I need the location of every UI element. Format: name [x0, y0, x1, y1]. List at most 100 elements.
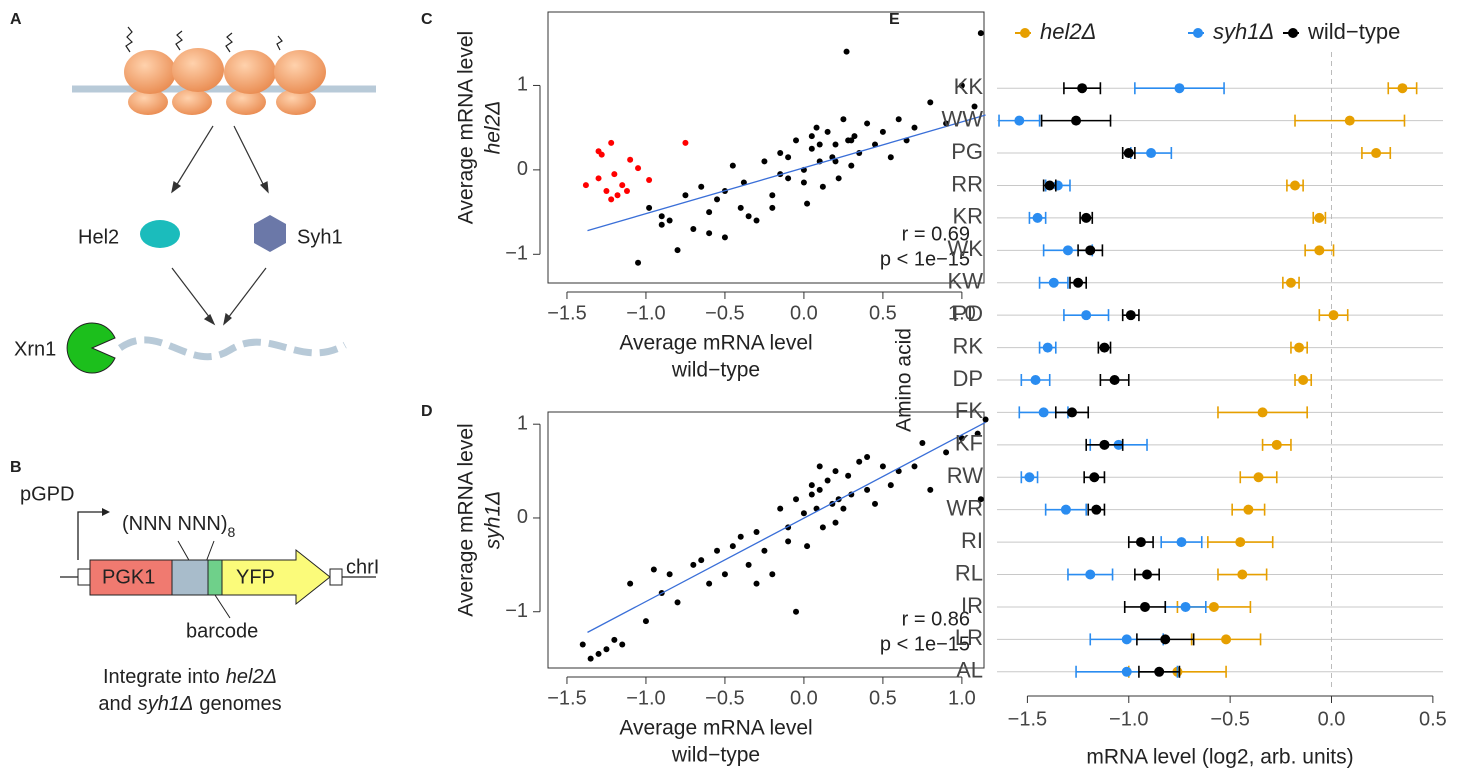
point	[974, 430, 981, 437]
point	[623, 187, 630, 194]
point	[603, 187, 610, 194]
point	[1038, 407, 1049, 418]
insert-text: (NNN NNN)	[122, 513, 228, 535]
panel-label: A	[10, 11, 22, 28]
point	[943, 120, 950, 127]
point	[1099, 342, 1110, 353]
point	[785, 538, 792, 545]
annotation: p < 1e−15	[880, 633, 970, 655]
x-tick-label: 0.5	[1419, 708, 1447, 730]
point	[1285, 277, 1296, 288]
category-label: PD	[952, 301, 983, 326]
point	[919, 439, 926, 446]
point	[608, 139, 615, 146]
category-label: KK	[954, 74, 984, 99]
point	[887, 154, 894, 161]
point	[646, 177, 653, 184]
y-tick-label: 1	[517, 412, 528, 434]
promoter-label: pGPD	[20, 483, 74, 505]
point	[1123, 148, 1134, 159]
xrn1-icon	[66, 322, 116, 374]
pgk1-box	[89, 559, 173, 596]
y-tick-label: 1	[517, 74, 528, 96]
x-tick-label: 0.5	[869, 302, 897, 324]
point	[608, 196, 615, 203]
point	[824, 128, 831, 135]
protein-label: Xrn1	[14, 338, 56, 360]
point	[1397, 83, 1408, 94]
point	[848, 137, 855, 144]
fit-line	[587, 421, 986, 633]
point	[824, 477, 831, 484]
category-label: PG	[951, 139, 983, 164]
point	[646, 204, 653, 211]
point	[635, 259, 642, 266]
point	[714, 196, 721, 203]
category-label: RK	[952, 333, 983, 358]
syh1-icon	[254, 215, 286, 252]
point	[769, 192, 776, 199]
category-label: RL	[955, 560, 983, 585]
point	[682, 192, 689, 199]
caption-text: genomes	[199, 693, 281, 715]
point	[1135, 537, 1146, 548]
point	[666, 571, 673, 578]
point	[1042, 342, 1053, 353]
point	[1030, 375, 1041, 385]
y-tick-label: −1	[505, 600, 528, 622]
y-tick-label: 0	[517, 506, 528, 528]
yfp-arrow	[221, 548, 331, 606]
point	[808, 491, 815, 498]
point	[1314, 212, 1325, 223]
point	[804, 543, 811, 550]
y-axis-title: hel2Δ	[482, 101, 505, 155]
annotation: r = 0.69	[902, 223, 970, 245]
point	[816, 141, 823, 148]
point	[840, 505, 847, 512]
point	[635, 165, 642, 172]
point	[777, 149, 784, 156]
point	[808, 482, 815, 489]
point	[658, 213, 665, 220]
legend-label: wild−type	[1307, 19, 1400, 44]
point	[1257, 407, 1268, 418]
point	[619, 641, 626, 648]
point	[579, 641, 586, 648]
y-tick-label: −1	[505, 243, 528, 265]
pointer	[205, 540, 215, 563]
y-axis-title: Amino acid	[893, 328, 916, 432]
legend-label: hel2Δ	[1040, 19, 1096, 44]
point	[1044, 180, 1055, 191]
point	[864, 454, 871, 461]
x-tick-label: 0.5	[869, 687, 897, 709]
point	[911, 124, 918, 131]
point	[769, 571, 776, 578]
point	[1176, 537, 1187, 548]
point	[721, 234, 728, 241]
point	[582, 182, 589, 189]
insert-subscript: 8	[228, 524, 236, 540]
point	[595, 175, 602, 182]
point	[1085, 569, 1096, 580]
point	[1221, 634, 1232, 645]
terminator	[77, 568, 91, 586]
point	[674, 247, 681, 254]
ribosomes	[124, 48, 326, 115]
point	[729, 543, 736, 550]
point	[1160, 634, 1171, 645]
plot-frame	[547, 11, 985, 284]
x-tick-label: −1.0	[626, 687, 665, 709]
legend-marker	[1288, 28, 1298, 38]
x-axis-title: mRNA level (log2, arb. units)	[1086, 746, 1353, 769]
point	[1125, 310, 1136, 321]
category-label: DP	[952, 366, 983, 391]
reporter-label: YFP	[236, 566, 275, 588]
x-tick-label: 1.0	[948, 302, 976, 324]
point	[879, 128, 886, 135]
point	[745, 561, 752, 568]
point	[698, 183, 705, 190]
point	[611, 171, 618, 178]
category-label: KR	[952, 204, 983, 229]
point	[1062, 245, 1073, 256]
point	[1014, 115, 1025, 126]
